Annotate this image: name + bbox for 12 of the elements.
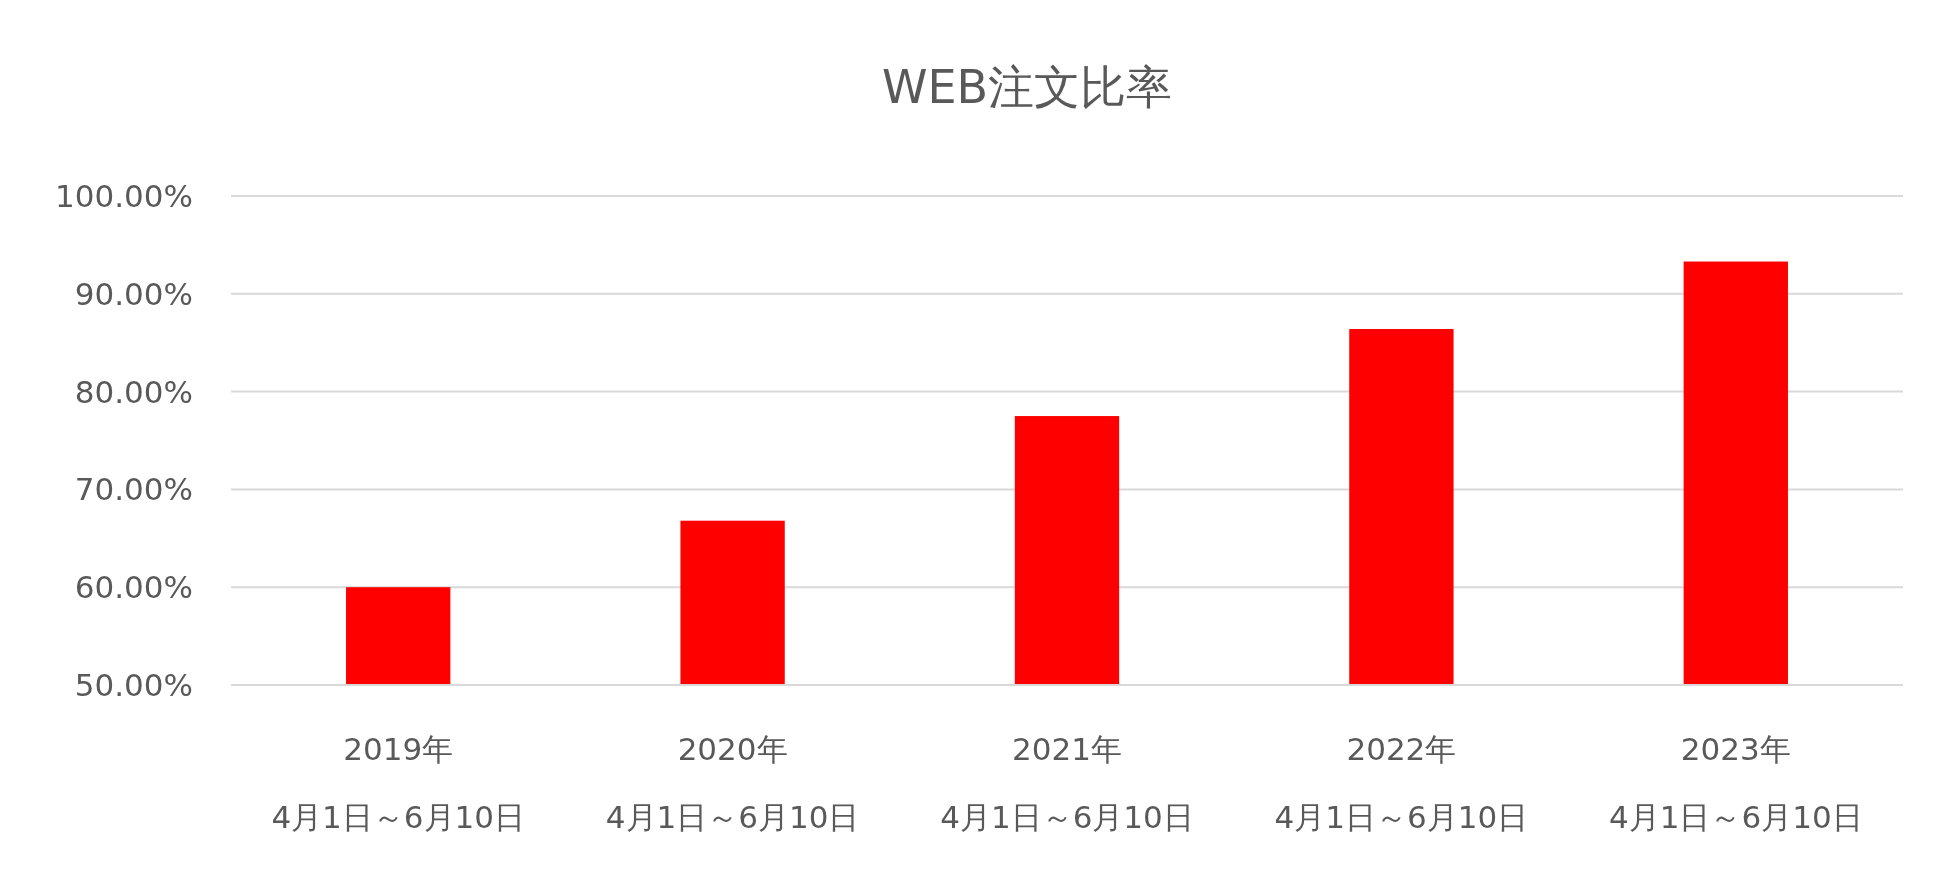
- x-tick-label: 2023年 4月1日～6月10日: [1608, 731, 1863, 835]
- title: WEB注文比率: [881, 60, 1173, 114]
- y-tick-label: 60.00%: [74, 569, 193, 606]
- x-tick-label: 2021年 4月1日～6月10日: [940, 731, 1194, 835]
- y-tick-label: 50.00%: [74, 667, 193, 703]
- y-tick-label: 90.00%: [74, 275, 193, 312]
- y-tick-label: 100.00%: [55, 178, 193, 214]
- x-tick-label: 2022年 4月1日～6月10日: [1274, 731, 1529, 835]
- y-tick-label: 70.00%: [74, 471, 193, 508]
- y-tick-label: 80.00%: [74, 373, 193, 410]
- x-tick-label: 2019年 4月1日～6月10日: [271, 731, 526, 835]
- x-tick-label: 2020年 4月1日～6月10日: [605, 731, 860, 835]
